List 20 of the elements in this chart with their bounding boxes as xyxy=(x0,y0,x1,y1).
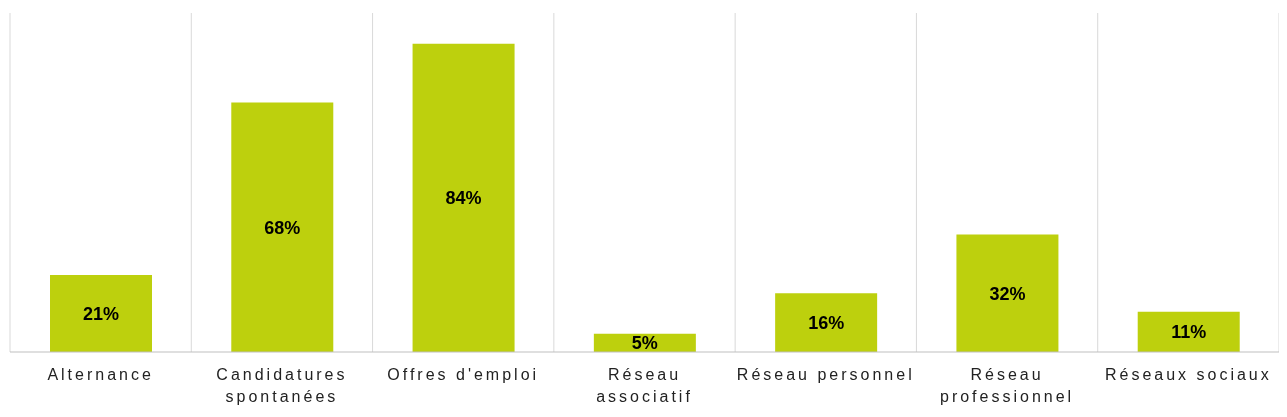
bar xyxy=(412,43,515,352)
x-tick-label: Réseaux sociaux xyxy=(1104,366,1272,383)
x-tick-label: Réseau professionnel xyxy=(939,366,1075,405)
data-label: 21% xyxy=(82,303,120,324)
data-label: 32% xyxy=(989,283,1026,304)
bar xyxy=(1137,311,1240,352)
data-label: 84% xyxy=(445,188,482,209)
x-tick-label: Réseau associatif xyxy=(596,366,693,405)
data-label: 5% xyxy=(631,333,658,354)
x-tick-label: Offres d'emploi xyxy=(387,366,540,383)
x-tick-label: Alternance xyxy=(47,366,154,383)
data-label: 68% xyxy=(264,217,301,238)
bar xyxy=(50,274,152,352)
bar xyxy=(956,234,1059,352)
data-label: 16% xyxy=(808,313,845,334)
data-label: 11% xyxy=(1171,322,1207,343)
x-tick-label: Réseau personnel xyxy=(736,366,915,383)
x-tick-label: Candidatures spontanées xyxy=(216,366,348,405)
bar xyxy=(775,293,878,352)
bar xyxy=(231,102,334,352)
